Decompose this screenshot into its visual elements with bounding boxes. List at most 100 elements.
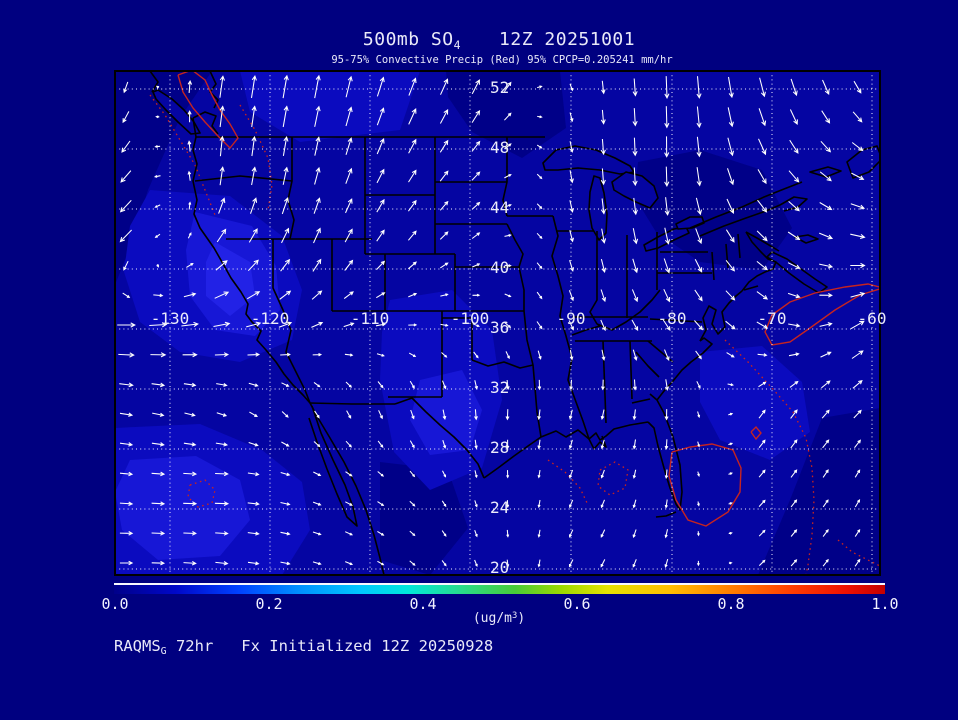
geo-outline	[309, 402, 395, 405]
wind-arrow	[250, 197, 258, 214]
wind-arrow	[696, 136, 702, 158]
wind-arrow	[377, 560, 385, 566]
wind-arrow	[600, 258, 607, 273]
wind-arrow	[600, 559, 606, 568]
geo-outline-closed	[542, 145, 635, 175]
wind-arrow	[568, 409, 573, 420]
wind-arrow	[632, 349, 638, 361]
geo-outline	[699, 290, 743, 342]
wind-arrow	[789, 380, 799, 388]
wind-arrow	[537, 85, 543, 89]
wind-arrow	[569, 83, 574, 92]
wind-arrow	[183, 531, 197, 536]
wind-arrow	[119, 471, 134, 477]
wind-arrow	[151, 442, 165, 447]
wind-arrow	[854, 469, 861, 478]
wind-arrow	[536, 173, 543, 180]
geo-outline	[589, 231, 598, 325]
wind-arrow	[600, 138, 606, 156]
wind-arrow	[214, 291, 230, 299]
wind-arrow	[281, 227, 290, 244]
wind-arrow	[248, 228, 258, 243]
wind-arrow	[408, 352, 417, 357]
wind-arrow	[281, 441, 290, 447]
wind-arrow	[471, 232, 481, 239]
wind-arrow	[756, 260, 768, 271]
wind-arrow	[664, 499, 668, 509]
wind-arrow	[408, 169, 417, 183]
wind-arrow	[822, 469, 829, 478]
wind-arrow	[536, 291, 543, 300]
wind-arrow	[183, 560, 197, 566]
wind-arrow	[119, 382, 134, 388]
wind-arrow	[122, 111, 130, 124]
wind-arrow	[219, 166, 225, 186]
wind-arrow	[601, 349, 606, 361]
wind-arrow	[183, 292, 197, 298]
wind-arrow	[790, 469, 798, 478]
wind-arrow	[281, 382, 290, 387]
geo-outline-closed	[809, 166, 842, 178]
wind-arrow	[664, 558, 669, 569]
wind-arrow	[183, 442, 197, 447]
geo-outline	[631, 398, 651, 404]
wind-arrow	[664, 409, 669, 421]
wind-arrow	[440, 323, 449, 327]
wind-arrow	[664, 227, 671, 245]
wind-arrow	[664, 76, 670, 100]
wind-arrow	[181, 321, 199, 328]
wind-arrow	[313, 381, 321, 388]
wind-arrow	[788, 352, 800, 357]
geo-outline	[779, 196, 808, 212]
wind-arrow	[439, 170, 449, 182]
wind-arrow	[343, 322, 355, 328]
wind-arrow	[787, 292, 801, 299]
wind-arrow	[441, 500, 447, 508]
wind-arrow	[250, 74, 257, 98]
wind-arrow	[664, 529, 669, 539]
wind-arrow	[632, 137, 638, 157]
wind-arrow	[694, 258, 703, 273]
wind-arrow	[345, 561, 354, 566]
wind-arrow	[376, 260, 386, 270]
wind-arrow	[632, 228, 639, 245]
wind-arrow	[313, 227, 321, 244]
wind-arrow	[631, 289, 639, 303]
so4-shade-region	[380, 462, 468, 575]
wind-arrow	[441, 530, 447, 537]
wind-arrow	[632, 469, 637, 479]
wind-arrow	[537, 115, 543, 119]
wind-arrow	[663, 288, 671, 303]
precip-contour-dotted	[547, 459, 589, 506]
wind-arrow	[215, 442, 229, 447]
model-name: RAQMS	[114, 637, 161, 655]
wind-arrow	[788, 201, 800, 212]
wind-arrow	[506, 379, 510, 391]
wind-arrow	[697, 471, 700, 478]
wind-arrow	[407, 199, 417, 212]
wind-arrow	[600, 499, 605, 509]
wind-arrow	[154, 204, 161, 208]
wind-arrow	[314, 105, 321, 127]
wind-arrow	[311, 321, 324, 328]
wind-arrow	[820, 140, 832, 153]
wind-arrow	[600, 198, 606, 215]
precip-contour-solid	[750, 425, 762, 441]
wind-arrow	[632, 108, 638, 127]
geo-outline	[502, 137, 508, 217]
wind-arrow	[248, 382, 259, 387]
wind-arrow	[346, 410, 352, 419]
wind-arrow	[536, 321, 543, 330]
wind-arrow	[537, 470, 541, 479]
wind-arrow	[249, 411, 258, 417]
wind-arrow	[474, 470, 478, 479]
wind-arrow	[280, 352, 291, 357]
geo-outline	[394, 397, 485, 479]
wind-arrow	[854, 558, 861, 567]
wind-arrow	[123, 260, 129, 271]
wind-arrow	[759, 77, 766, 98]
wind-arrow	[313, 197, 321, 214]
wind-arrow	[789, 109, 798, 126]
wind-arrow	[696, 167, 702, 187]
wind-arrow	[694, 320, 704, 331]
